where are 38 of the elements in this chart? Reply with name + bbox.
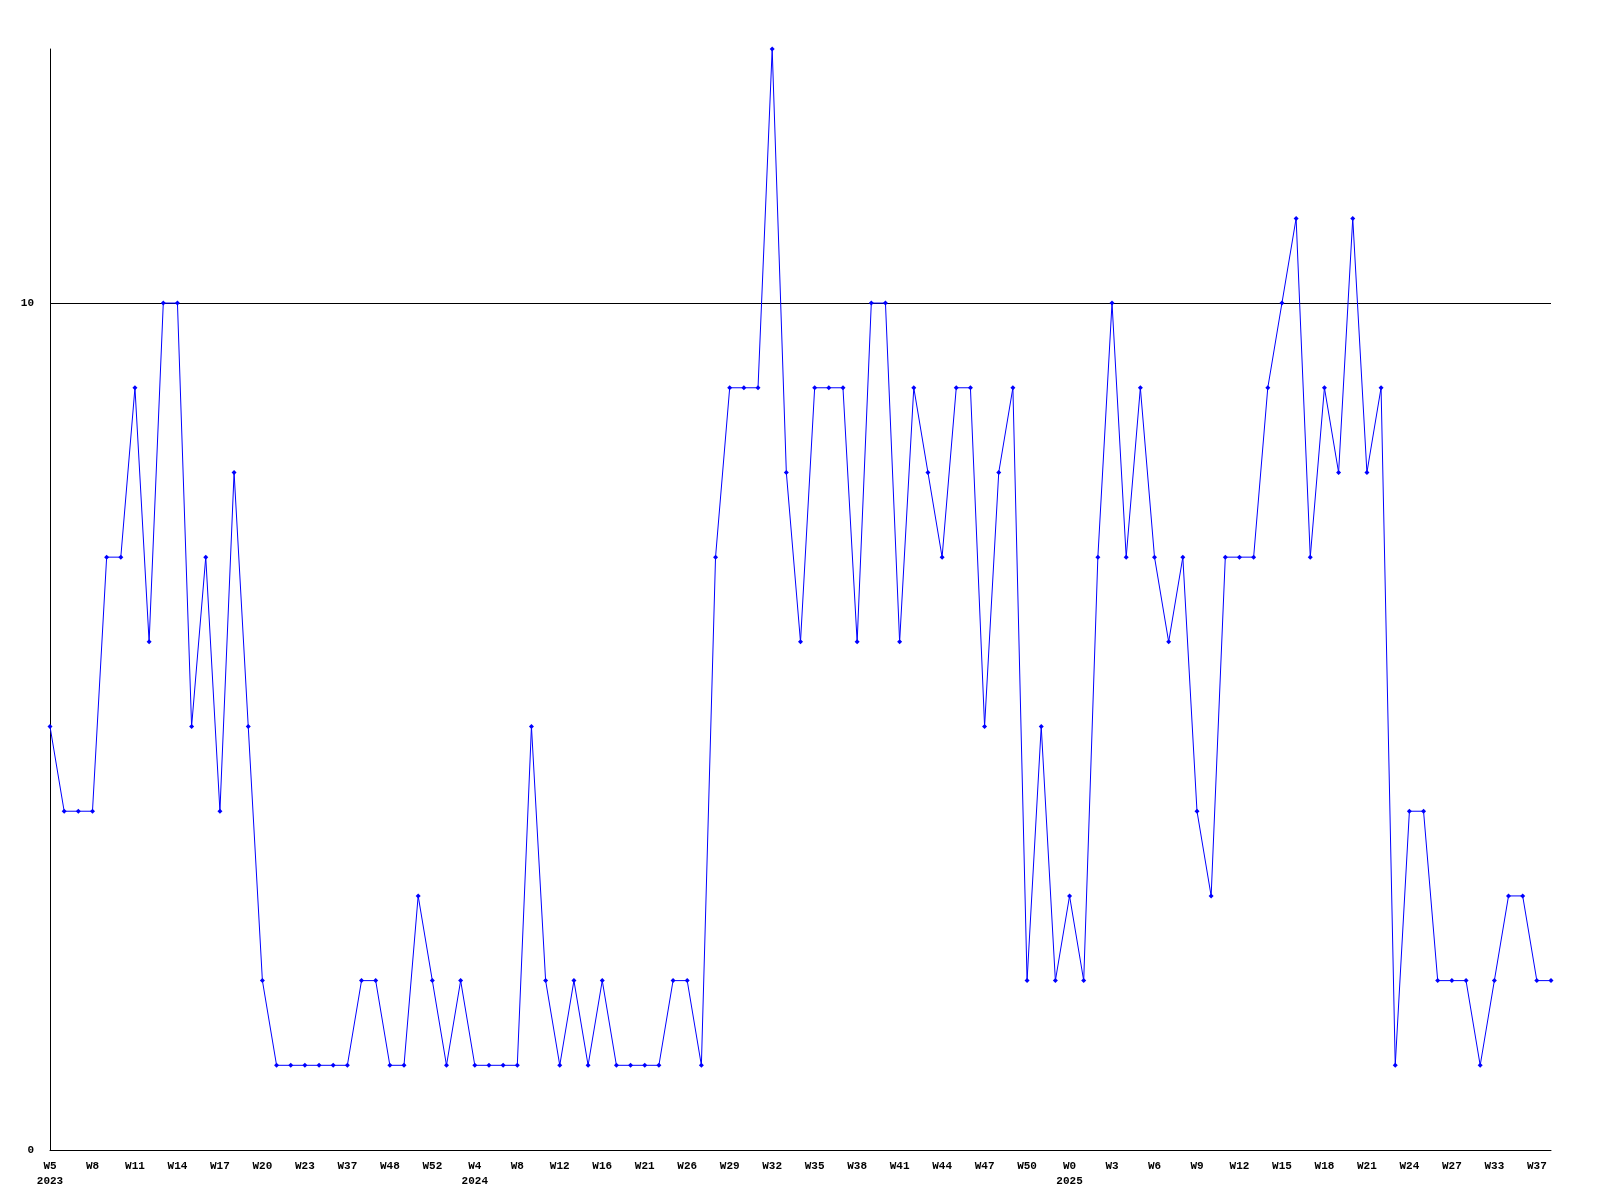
- x-tick-label: W12: [1229, 1159, 1250, 1172]
- x-tick-label: W47: [974, 1159, 995, 1172]
- x-tick-label: W5 2023: [36, 1159, 64, 1187]
- x-tick-label: W38: [847, 1159, 868, 1172]
- x-tick-label: W18: [1314, 1159, 1335, 1172]
- x-tick-label: W32: [762, 1159, 783, 1172]
- x-tick-label: W12: [549, 1159, 570, 1172]
- x-tick-label: W26: [677, 1159, 698, 1172]
- x-tick-label: W41: [889, 1159, 910, 1172]
- x-tick-label: W9: [1190, 1159, 1204, 1172]
- x-tick-label: W21: [634, 1159, 656, 1172]
- x-tick-label: W33: [1484, 1159, 1505, 1172]
- x-tick-label: W37: [337, 1159, 358, 1172]
- x-tick-label: W21: [1357, 1159, 1378, 1172]
- x-tick-label: W8: [85, 1159, 100, 1172]
- x-tick-label: W27: [1441, 1159, 1462, 1172]
- y-tick-label: 0: [27, 1144, 34, 1156]
- x-tick-label: W11: [125, 1159, 146, 1172]
- x-tick-label: W50: [1017, 1159, 1037, 1172]
- x-tick-label: W23: [294, 1159, 316, 1172]
- x-tick-label: W29: [719, 1159, 740, 1172]
- x-tick-label: W35: [804, 1159, 825, 1172]
- x-tick-label: W20: [252, 1159, 273, 1172]
- x-tick-label: W3: [1105, 1159, 1120, 1172]
- x-tick-label: W24: [1399, 1159, 1420, 1172]
- x-tick-label: W0 2025: [1056, 1159, 1084, 1187]
- x-tick-label: W4 2024: [461, 1159, 489, 1187]
- x-tick-label: W14: [167, 1159, 188, 1172]
- x-tick-label: W6: [1147, 1159, 1162, 1172]
- x-tick-label: W44: [932, 1159, 953, 1172]
- x-tick-label: W48: [379, 1159, 401, 1172]
- x-tick-label: W8: [510, 1159, 525, 1172]
- y-tick-label: 10: [20, 297, 34, 310]
- x-tick-label: W15: [1272, 1159, 1293, 1172]
- x-tick-label: W37: [1526, 1159, 1547, 1172]
- x-tick-label: W52: [422, 1159, 443, 1172]
- x-tick-label: W16: [592, 1159, 613, 1172]
- x-tick-label: W17: [210, 1159, 230, 1172]
